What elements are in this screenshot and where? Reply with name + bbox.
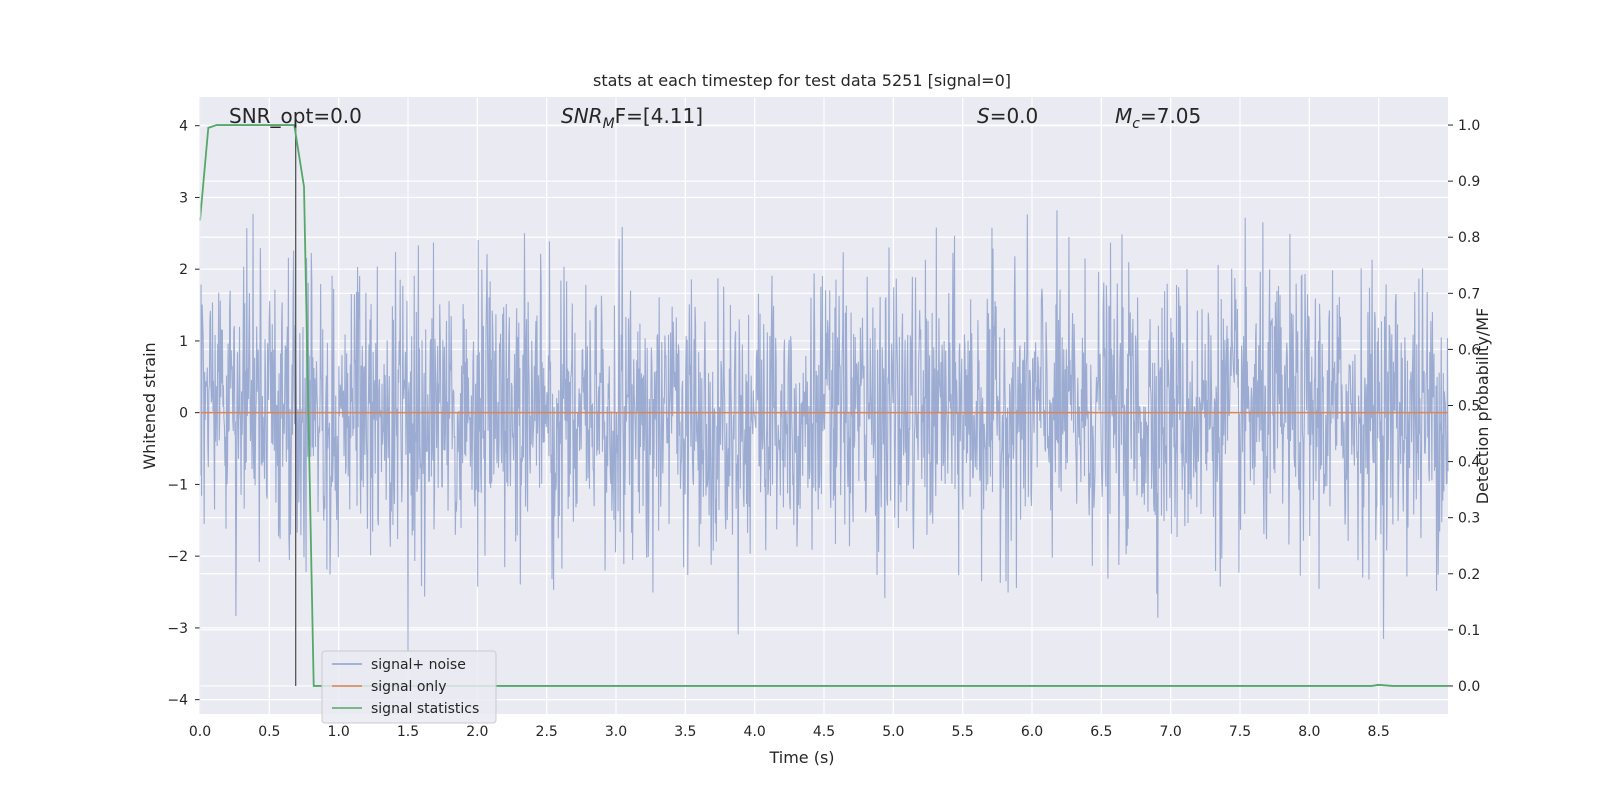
y-right-tick-label: 0.0 (1458, 679, 1480, 695)
legend-label-signal-statistics: signal statistics (371, 701, 479, 717)
annotation-snr-mf-sub: M (603, 116, 615, 132)
annotation-s-rest: =0.0 (990, 104, 1039, 128)
x-tick-label: 4.0 (744, 724, 766, 740)
y-left-tick-label: −1 (167, 477, 188, 493)
annotation-mc-base: M (1115, 104, 1132, 128)
legend: signal+ noise signal only signal statist… (321, 650, 497, 724)
x-tick-label: 4.5 (813, 724, 835, 740)
y-axis-right-title: Detection probability/MF (1473, 308, 1492, 505)
y-left-tick-label: 4 (179, 119, 188, 135)
x-tick-label: 0.5 (258, 724, 280, 740)
y-right-tick-label: 0.7 (1458, 286, 1480, 302)
x-tick-label: 5.5 (952, 724, 974, 740)
annotation-snr-mf: SNRMF=[4.11] (561, 104, 703, 132)
x-tick-label: 1.0 (328, 724, 350, 740)
x-tick-label: 7.0 (1160, 724, 1182, 740)
y-right-tick-label: 0.6 (1458, 342, 1480, 358)
x-tick-label: 2.5 (536, 724, 558, 740)
legend-label-signal-noise: signal+ noise (371, 657, 466, 673)
y-right-tick-label: 0.5 (1458, 399, 1480, 415)
x-axis-title: Time (s) (768, 748, 834, 767)
x-tick-label: 6.5 (1090, 724, 1112, 740)
x-tick-label: 3.5 (674, 724, 696, 740)
legend-box (321, 650, 497, 724)
y-right-tick-label: 0.8 (1458, 230, 1480, 246)
x-tick-label: 5.0 (882, 724, 904, 740)
annotation-snr-mf-rest: F=[4.11] (615, 104, 703, 128)
y-left-tick-label: −3 (167, 621, 188, 637)
tick-labels: 0.0 0.5 1.0 1.5 2.0 2.5 3.0 3.5 4.0 4.5 5.0 5.5 6.0 6… (167, 97, 1480, 740)
y-right-tick-label: 0.4 (1458, 455, 1480, 471)
y-right-tick-label: 0.1 (1458, 623, 1480, 639)
y-left-tick-label: 2 (179, 262, 188, 278)
x-tick-label: 3.0 (605, 724, 627, 740)
x-tick-label: 6.0 (1021, 724, 1043, 740)
x-tick-label: 8.0 (1298, 724, 1320, 740)
y-right-tick-label: 1.0 (1458, 118, 1480, 134)
annotation-mc: Mc=7.05 (1115, 104, 1201, 132)
y-left-tick-label: 3 (179, 190, 188, 206)
x-tick-label: 0.0 (189, 724, 211, 740)
y-left-tick-label: −4 (167, 693, 188, 709)
y-right-tick-label: 0.2 (1458, 567, 1480, 583)
x-tick-label: 1.5 (397, 724, 419, 740)
annotation-s: S=0.0 (977, 104, 1038, 128)
y-left-tick-label: 0 (179, 406, 188, 422)
annotation-snr-opt: SNR_opt=0.0 (229, 104, 362, 128)
y-left-tick-label: 1 (179, 334, 188, 350)
x-tick-label: 2.0 (466, 724, 488, 740)
annotation-mc-sub: c (1132, 116, 1140, 132)
annotation-snr-mf-base: SNR (561, 104, 603, 128)
annotation-mc-rest: =7.05 (1140, 104, 1201, 128)
y-right-tick-label: 0.9 (1458, 174, 1480, 190)
y-right-tick-label: 0.3 (1458, 511, 1480, 527)
legend-label-signal-only: signal only (371, 679, 446, 695)
y-left-tick-label: −2 (167, 549, 188, 565)
annotation-s-label: S (977, 104, 990, 128)
x-tick-label: 7.5 (1229, 724, 1251, 740)
chart-title: stats at each timestep for test data 525… (593, 71, 1011, 90)
y-axis-left-title: Whitened strain (140, 342, 159, 469)
x-tick-label: 8.5 (1368, 724, 1390, 740)
